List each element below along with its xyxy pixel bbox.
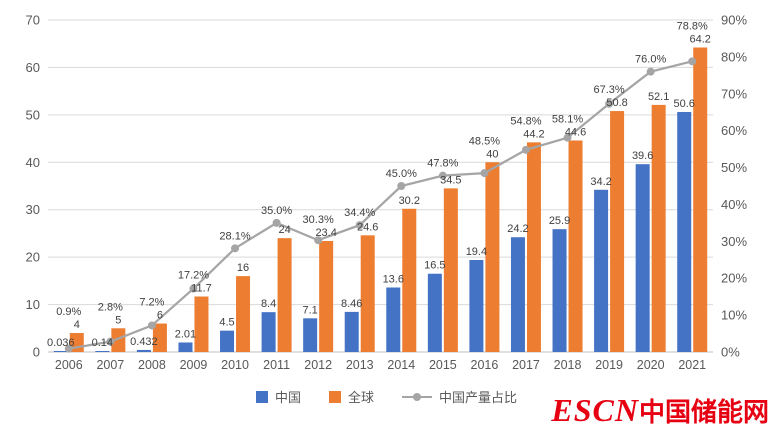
svg-text:0.432: 0.432 [130, 336, 158, 348]
svg-text:19.4: 19.4 [466, 246, 487, 258]
svg-text:47.8%: 47.8% [427, 158, 458, 170]
site-name-text: 中国储能网 [638, 398, 769, 428]
svg-text:7.1: 7.1 [303, 304, 318, 316]
svg-text:2008: 2008 [138, 358, 166, 372]
china-series-swatch-icon [255, 390, 268, 403]
legend-item-share: 中国产量占比 [402, 387, 517, 406]
svg-text:0.036: 0.036 [47, 337, 75, 349]
svg-text:34.2: 34.2 [590, 176, 611, 188]
escn-watermark: ESCN 中国储能网 [541, 394, 769, 426]
svg-text:50.8: 50.8 [606, 97, 627, 109]
svg-text:60%: 60% [721, 123, 747, 138]
svg-text:34.4%: 34.4% [344, 207, 375, 219]
svg-text:7.2%: 7.2% [139, 297, 164, 309]
legend-label-share: 中国产量占比 [439, 390, 518, 405]
svg-text:34.5: 34.5 [440, 174, 461, 186]
svg-text:8.46: 8.46 [341, 298, 362, 310]
chart-legend: 中国 全球 中国产量占比 [0, 387, 773, 406]
svg-text:2015: 2015 [429, 358, 457, 372]
svg-text:4: 4 [74, 319, 80, 331]
svg-text:6: 6 [157, 310, 163, 322]
svg-text:60: 60 [26, 60, 40, 75]
svg-text:40: 40 [26, 155, 40, 170]
svg-text:25.9: 25.9 [549, 215, 570, 227]
svg-text:10: 10 [26, 297, 40, 312]
svg-text:2020: 2020 [637, 358, 665, 372]
svg-text:13.6: 13.6 [383, 273, 404, 285]
svg-text:8.4: 8.4 [261, 298, 276, 310]
svg-text:2010: 2010 [221, 358, 249, 372]
svg-text:0%: 0% [721, 345, 740, 360]
svg-text:0.14: 0.14 [92, 337, 113, 349]
svg-text:50%: 50% [721, 160, 747, 175]
svg-text:0.9%: 0.9% [56, 306, 81, 318]
escn-logo-text: ESCN [551, 392, 639, 428]
svg-text:78.8%: 78.8% [677, 21, 708, 33]
svg-text:24.2: 24.2 [507, 223, 528, 235]
svg-text:23.4: 23.4 [315, 227, 336, 239]
svg-text:10%: 10% [721, 308, 747, 323]
svg-text:24.6: 24.6 [357, 221, 378, 233]
marker-dot [413, 392, 421, 401]
svg-text:50: 50 [26, 107, 40, 122]
svg-text:2012: 2012 [304, 358, 332, 372]
svg-text:4.5: 4.5 [219, 317, 234, 329]
svg-text:76.0%: 76.0% [635, 54, 666, 66]
legend-label-global: 全球 [347, 390, 374, 405]
svg-text:40%: 40% [721, 197, 747, 212]
svg-text:67.3%: 67.3% [593, 84, 624, 96]
svg-text:2014: 2014 [387, 358, 415, 372]
svg-text:2006: 2006 [55, 358, 83, 372]
svg-text:30.3%: 30.3% [303, 214, 334, 226]
svg-text:30.2: 30.2 [399, 195, 420, 207]
svg-text:45.0%: 45.0% [386, 168, 417, 180]
svg-text:64.2: 64.2 [690, 34, 711, 46]
svg-text:2017: 2017 [512, 358, 540, 372]
svg-text:2.01: 2.01 [175, 328, 196, 340]
svg-text:5: 5 [115, 314, 121, 326]
svg-text:2021: 2021 [678, 358, 706, 372]
svg-text:2007: 2007 [96, 358, 124, 372]
chart-canvas: 0 10 20 30 40 50 60 70 0% 10% 20% 30% 40% 50% 60% 70% 80… [26, 13, 748, 373]
svg-text:52.1: 52.1 [648, 91, 669, 103]
svg-text:2016: 2016 [471, 358, 499, 372]
svg-text:24: 24 [278, 224, 290, 236]
svg-text:2019: 2019 [595, 358, 623, 372]
global-series-swatch-icon [328, 390, 341, 403]
legend-item-china: 中国 [255, 387, 301, 406]
svg-text:0: 0 [33, 345, 40, 360]
svg-text:2009: 2009 [180, 358, 208, 372]
svg-text:70%: 70% [721, 86, 747, 101]
svg-text:16: 16 [237, 262, 249, 274]
svg-text:70: 70 [26, 13, 40, 28]
svg-text:28.1%: 28.1% [219, 230, 250, 242]
svg-text:17.2%: 17.2% [178, 270, 209, 282]
share-series-line-marker-icon [402, 392, 432, 402]
svg-text:30%: 30% [721, 234, 747, 249]
svg-text:48.5%: 48.5% [469, 135, 500, 147]
svg-text:20%: 20% [721, 271, 747, 286]
svg-text:80%: 80% [721, 49, 747, 64]
svg-text:44.6: 44.6 [565, 126, 586, 138]
svg-text:90%: 90% [721, 13, 747, 28]
svg-text:11.7: 11.7 [191, 283, 212, 295]
legend-label-china: 中国 [274, 390, 301, 405]
svg-text:30: 30 [26, 202, 40, 217]
svg-text:54.8%: 54.8% [510, 115, 541, 127]
svg-text:20: 20 [26, 250, 40, 265]
svg-text:16.5: 16.5 [424, 260, 445, 272]
svg-text:39.6: 39.6 [632, 150, 653, 162]
svg-text:35.0%: 35.0% [261, 205, 292, 217]
svg-text:2013: 2013 [346, 358, 374, 372]
svg-text:2.8%: 2.8% [98, 301, 123, 313]
svg-text:58.1%: 58.1% [552, 113, 583, 125]
svg-text:2011: 2011 [263, 358, 290, 372]
svg-text:44.2: 44.2 [523, 128, 544, 140]
svg-text:40: 40 [486, 148, 498, 160]
legend-item-global: 全球 [328, 387, 374, 406]
svg-text:50.6: 50.6 [674, 98, 695, 110]
svg-text:2018: 2018 [554, 358, 582, 372]
